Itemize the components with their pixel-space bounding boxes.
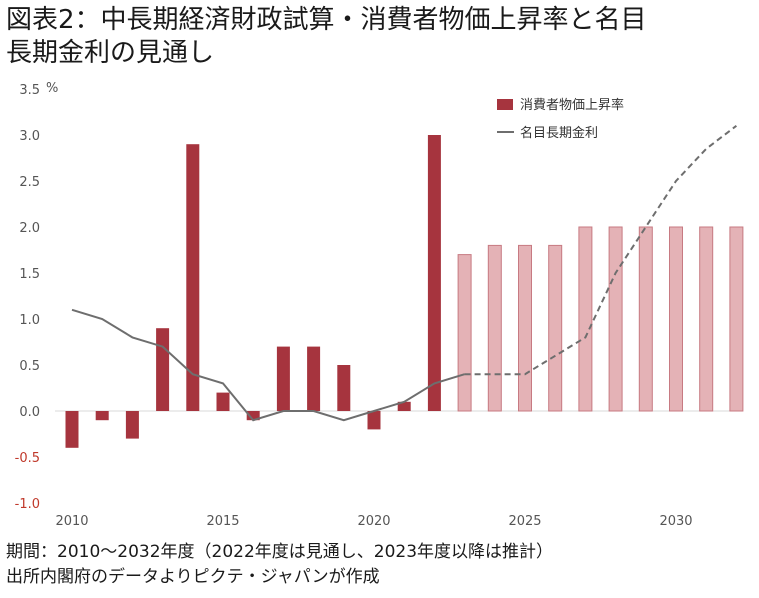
- chart-title-line2: 長期金利の見通し: [6, 38, 215, 68]
- y-tick-label: -0.5: [15, 451, 40, 466]
- bar-forecast: [608, 226, 623, 412]
- chart-footer: 期間：2010～2032年度（2022年度は見通し、2023年度以降は推計） 出…: [6, 540, 756, 590]
- footer-period-note: 期間：2010～2032年度（2022年度は見通し、2023年度以降は推計）: [6, 542, 554, 562]
- bar-forecast: [638, 226, 653, 412]
- bar-forecast: [699, 226, 714, 412]
- line-series-actual: [71, 308, 465, 422]
- x-tick-label: 2015: [206, 514, 239, 529]
- bar-actual: [246, 411, 260, 421]
- bar-forecast: [457, 254, 472, 412]
- chart-area: 3.5 3.0 2.5 2.0 1.5 1.0 0.5 0.0 -0.5 -1.0% 2010 201…: [15, 81, 744, 529]
- bar-forecast: [578, 226, 593, 412]
- y-tick-label: -1.0: [15, 497, 40, 512]
- chart-title-line1: 図表2：中長期経済財政試算・消費者物価上昇率と名目: [6, 5, 647, 35]
- bar-actual: [337, 365, 351, 411]
- y-tick-label: 0.0: [19, 405, 40, 420]
- bar-actual: [125, 411, 139, 439]
- x-tick-label: 2010: [55, 514, 88, 529]
- y-tick-label: 0.5: [19, 359, 40, 374]
- y-unit-label: %: [46, 81, 58, 96]
- bar-forecast: [548, 244, 563, 412]
- bar-actual: [65, 411, 79, 448]
- bar-actual: [186, 144, 200, 411]
- y-tick-label: 1.5: [19, 267, 40, 282]
- bar-actual: [367, 411, 381, 430]
- bar-forecast: [518, 244, 532, 412]
- bar-actual: [156, 328, 170, 411]
- x-tick-label: 2020: [357, 514, 390, 529]
- bar-actual: [307, 346, 321, 411]
- bar-actual: [216, 392, 230, 411]
- legend-label-yield: 名目長期金利: [520, 125, 598, 141]
- bar-forecast: [729, 226, 744, 412]
- y-tick-label: 2.5: [19, 175, 40, 190]
- footer-source-note: 出所内閣府のデータよりピクテ・ジャパンが作成: [6, 567, 380, 587]
- chart-title: 図表2：中長期経済財政試算・消費者物価上昇率と名目 長期金利の見通し: [6, 4, 756, 70]
- y-tick-label: 2.0: [19, 221, 40, 236]
- bar-actual: [95, 411, 109, 421]
- bar-actual: [397, 401, 411, 411]
- x-tick-label: 2025: [508, 514, 541, 529]
- y-tick-label: 3.5: [19, 83, 40, 98]
- bar-forecast: [487, 244, 502, 412]
- line-series-forecast: [464, 125, 738, 376]
- y-tick-label: 3.0: [19, 129, 40, 144]
- legend-swatch-bar: [497, 99, 513, 110]
- bar-actual: [276, 346, 290, 411]
- legend-label-cpi: 消費者物価上昇率: [520, 97, 624, 113]
- bar-forecast: [669, 226, 683, 412]
- bar-actual: [427, 135, 441, 411]
- x-tick-label: 2030: [659, 514, 692, 529]
- y-tick-label: 1.0: [19, 313, 40, 328]
